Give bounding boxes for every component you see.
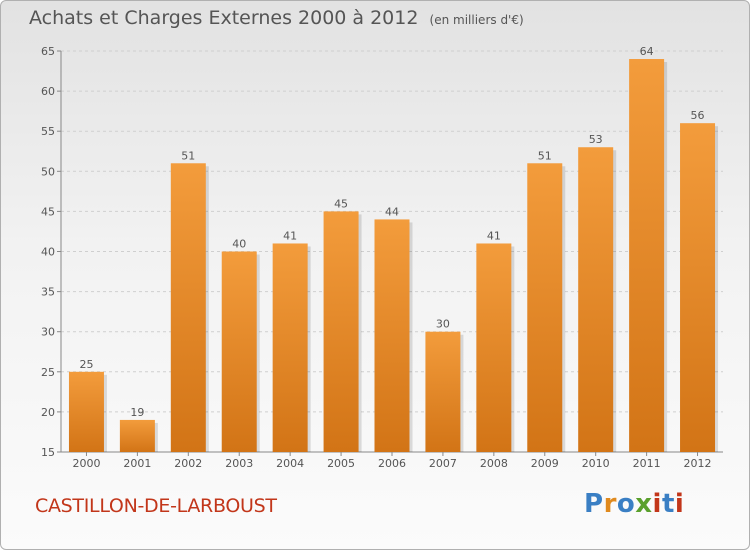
y-tick-label: 55	[41, 125, 55, 138]
y-tick-label: 50	[41, 165, 55, 178]
data-label: 53	[589, 133, 603, 146]
y-tick-label: 20	[41, 406, 55, 419]
bar	[272, 243, 308, 452]
data-label: 56	[691, 109, 705, 122]
logo-letter: x	[635, 489, 653, 519]
x-tick-label: 2008	[480, 457, 508, 470]
bar	[374, 219, 410, 452]
data-label: 30	[436, 318, 450, 331]
bar	[578, 147, 614, 453]
data-label: 51	[538, 149, 552, 162]
bar	[170, 163, 206, 452]
x-tick-label: 2009	[531, 457, 559, 470]
x-tick-label: 2001	[123, 457, 151, 470]
x-tick-label: 2011	[633, 457, 661, 470]
bar	[68, 371, 104, 452]
data-label: 64	[640, 45, 654, 58]
bar	[221, 251, 257, 452]
bar	[119, 419, 155, 452]
y-tick-label: 30	[41, 326, 55, 339]
y-tick-label: 15	[41, 446, 55, 459]
commune-name: CASTILLON-DE-LARBOUST	[35, 495, 277, 517]
bar	[425, 331, 461, 452]
data-label: 41	[487, 229, 501, 242]
x-tick-label: 2004	[276, 457, 304, 470]
logo-letter: i	[652, 489, 662, 519]
x-tick-label: 2006	[378, 457, 406, 470]
title-unit-note: (en milliers d'€)	[429, 13, 524, 27]
chart-title: Achats et Charges Externes 2000 à 2012 (…	[29, 7, 524, 29]
logo-letter: r	[603, 489, 617, 519]
y-tick-label: 25	[41, 366, 55, 379]
bar	[680, 123, 716, 453]
data-label: 41	[283, 229, 297, 242]
x-tick-label: 2007	[429, 457, 457, 470]
x-tick-label: 2005	[327, 457, 355, 470]
y-tick-label: 40	[41, 246, 55, 259]
logo-letter: i	[674, 489, 685, 519]
logo-letter: o	[616, 489, 636, 519]
data-label: 45	[334, 197, 348, 210]
x-tick-label: 2000	[72, 457, 100, 470]
x-tick-label: 2003	[225, 457, 253, 470]
bar	[629, 59, 665, 453]
x-tick-label: 2012	[684, 457, 712, 470]
data-label: 51	[181, 149, 195, 162]
proxiti-logo: Proxiti	[584, 489, 684, 519]
bar	[476, 243, 512, 452]
x-tick-label: 2010	[582, 457, 610, 470]
logo-letter: t	[661, 489, 675, 519]
data-label: 19	[130, 406, 144, 419]
bar	[527, 163, 563, 452]
data-label: 44	[385, 205, 399, 218]
y-tick-label: 35	[41, 286, 55, 299]
y-tick-label: 65	[41, 45, 55, 58]
y-tick-label: 60	[41, 85, 55, 98]
data-label: 25	[79, 358, 93, 371]
data-label: 40	[232, 238, 246, 251]
y-tick-label: 45	[41, 205, 55, 218]
logo-letter: P	[584, 489, 604, 519]
bar	[323, 211, 359, 452]
title-main: Achats et Charges Externes 2000 à 2012	[29, 7, 419, 29]
x-tick-label: 2002	[174, 457, 202, 470]
